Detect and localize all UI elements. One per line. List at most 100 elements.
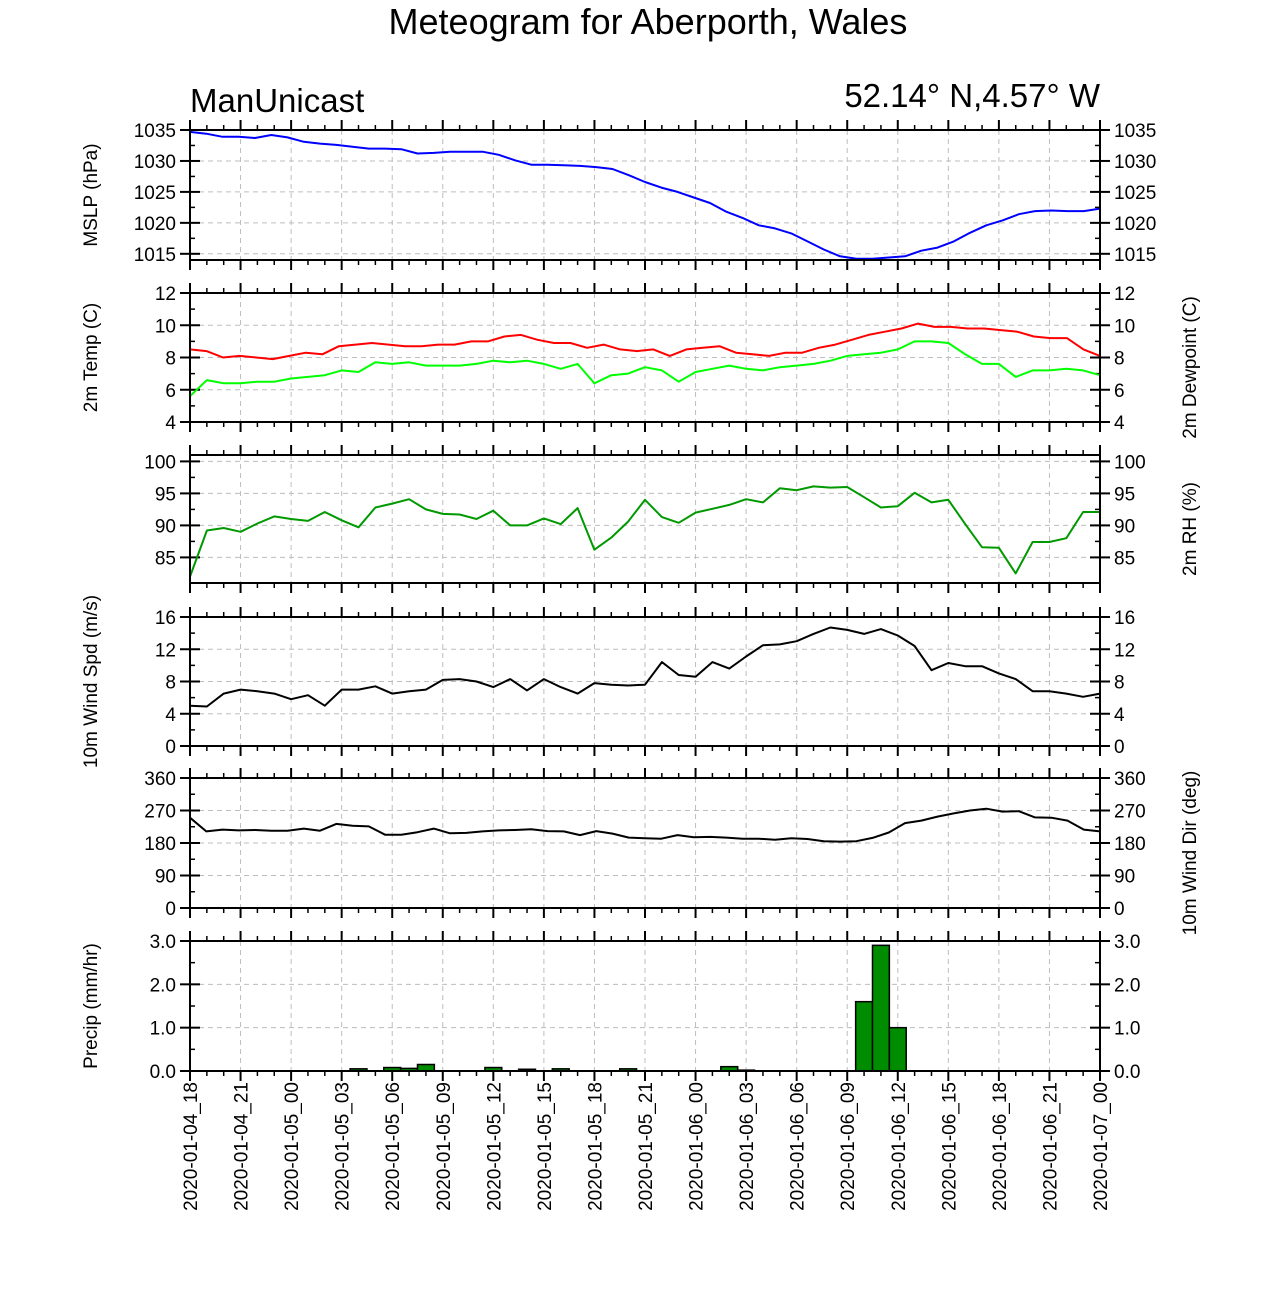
x-tick-label: 2020-01-06_06 — [788, 1082, 809, 1211]
y-tick-label-left: 0 — [165, 737, 176, 758]
y-tick-label-left: 1025 — [134, 183, 176, 204]
y-tick-label-right: 1015 — [1114, 245, 1156, 266]
y-tick-label-left: 12 — [155, 284, 176, 305]
x-tick-label: 2020-01-06_12 — [889, 1082, 910, 1211]
x-tick-label: 2020-01-04_18 — [181, 1082, 202, 1211]
panel-frame — [189, 616, 1101, 747]
y-tick-label-right: 180 — [1114, 834, 1146, 855]
y-tick-label-left: 1015 — [134, 245, 176, 266]
y-tick-label-right: 2.0 — [1114, 975, 1140, 996]
x-tick-label: 2020-01-06_15 — [939, 1082, 960, 1211]
y-tick-label-right: 1.0 — [1114, 1019, 1140, 1040]
y-axis-label-right: 2m RH (%) — [1180, 482, 1201, 576]
y-tick-label-right: 8 — [1114, 349, 1125, 370]
panel-rh: 85 85 90 90 95 95 100 100 2m RH (%) — [144, 445, 1201, 593]
x-tick-label: 2020-01-05_21 — [636, 1082, 657, 1211]
y-tick-label-right: 1025 — [1114, 183, 1156, 204]
precip-bar — [871, 944, 891, 1072]
y-tick-label-left: 90 — [155, 867, 176, 888]
chart-title: Meteogram for Aberporth, Wales — [389, 1, 908, 42]
y-tick-label-left: 3.0 — [150, 932, 176, 953]
y-tick-label-left: 4 — [165, 413, 176, 434]
panel-frame — [189, 940, 1101, 1072]
y-tick-label-right: 8 — [1114, 673, 1125, 694]
y-tick-label-left: 0 — [165, 899, 176, 920]
x-tick-label: 2020-01-06_21 — [1040, 1082, 1061, 1211]
x-tick-label: 2020-01-05_15 — [535, 1082, 556, 1211]
location-coordinates: 52.14° N,4.57° W — [844, 77, 1101, 114]
y-tick-label-left: 2.0 — [150, 975, 176, 996]
y-axis-label-right: 10m Wind Dir (deg) — [1180, 771, 1201, 936]
x-tick-label: 2020-01-06_18 — [990, 1082, 1011, 1211]
y-tick-label-right: 360 — [1114, 769, 1146, 790]
y-tick-label-right: 1020 — [1114, 214, 1156, 235]
x-tick-label: 2020-01-05_18 — [585, 1082, 606, 1211]
y-tick-label-left: 85 — [155, 548, 176, 569]
y-tick-label-left: 1030 — [134, 152, 176, 173]
temp-series-line-1 — [189, 340, 1101, 397]
panel-mslp: 1015 1015 1020 1020 1025 1025 1030 1030 1035 1035… — [81, 120, 1156, 270]
y-tick-label-right: 16 — [1114, 608, 1135, 629]
y-tick-label-right: 4 — [1114, 413, 1125, 434]
y-tick-label-left: 95 — [155, 484, 176, 505]
y-tick-label-right: 270 — [1114, 802, 1146, 823]
y-tick-label-left: 8 — [165, 673, 176, 694]
y-tick-label-left: 1020 — [134, 214, 176, 235]
panel-frame — [189, 454, 1101, 584]
y-tick-label-left: 12 — [155, 640, 176, 661]
wspd-series-line-0 — [189, 626, 1101, 708]
y-tick-label-left: 270 — [144, 802, 176, 823]
mslp-series-line-0 — [189, 130, 1101, 260]
y-tick-label-right: 0 — [1114, 899, 1125, 920]
panel-wdir: 0 0 90 90 180 180 270 270 360 360 10m Wind Dir (de… — [144, 768, 1201, 935]
wdir-series-line-0 — [189, 807, 1101, 843]
y-tick-label-right: 90 — [1114, 867, 1135, 888]
x-tick-label: 2020-01-05_12 — [484, 1082, 505, 1211]
y-tick-label-left: 1035 — [134, 121, 176, 142]
panel-temp: 4 4 6 6 8 8 10 10 12 12 2m Temp (C) 2m Dewpoint (C) — [81, 283, 1201, 439]
y-tick-label-right: 12 — [1114, 284, 1135, 305]
y-tick-label-left: 100 — [144, 452, 176, 473]
rh-series-line-0 — [189, 485, 1100, 577]
panel-frame — [189, 777, 1101, 909]
y-tick-label-left: 8 — [165, 349, 176, 370]
x-tick-label: 2020-01-05_03 — [333, 1082, 354, 1211]
time-axis: 2020-01-04_18 2020-01-04_21 2020-01-05_00 2… — [181, 1082, 1112, 1211]
precip-bar — [888, 1026, 907, 1072]
x-tick-label: 2020-01-04_21 — [232, 1082, 253, 1211]
y-tick-label-right: 10 — [1114, 316, 1135, 337]
y-tick-label-right: 6 — [1114, 381, 1125, 402]
y-tick-label-right: 85 — [1114, 548, 1135, 569]
panel-frame — [189, 129, 1101, 261]
x-tick-label: 2020-01-05_06 — [383, 1082, 404, 1211]
y-tick-label-left: 90 — [155, 516, 176, 537]
y-axis-label-left: Precip (mm/hr) — [81, 943, 102, 1069]
panels-group: 1015 1015 1020 1020 1025 1025 1030 1030 1035 1035… — [81, 120, 1201, 1083]
panel-wspd: 0 0 4 4 8 8 12 12 16 16 10m Wind Spd (m/s) — [81, 595, 1135, 768]
y-tick-label-left: 360 — [144, 769, 176, 790]
y-tick-label-right: 0 — [1114, 737, 1125, 758]
y-tick-label-left: 4 — [165, 705, 176, 726]
y-tick-label-left: 180 — [144, 834, 176, 855]
x-tick-label: 2020-01-07_00 — [1091, 1082, 1112, 1211]
y-axis-label-left: MSLP (hPa) — [81, 143, 102, 246]
y-tick-label-right: 1030 — [1114, 152, 1156, 173]
model-name: ManUnicast — [190, 82, 364, 119]
y-tick-label-right: 1035 — [1114, 121, 1156, 142]
y-tick-label-left: 6 — [165, 381, 176, 402]
x-tick-label: 2020-01-06_00 — [687, 1082, 708, 1211]
panel-frame — [189, 292, 1101, 423]
x-tick-label: 2020-01-05_09 — [434, 1082, 455, 1211]
y-tick-label-right: 100 — [1114, 452, 1146, 473]
y-tick-label-left: 16 — [155, 608, 176, 629]
y-axis-label-left: 2m Temp (C) — [81, 303, 102, 412]
y-tick-label-right: 95 — [1114, 484, 1135, 505]
x-tick-label: 2020-01-06_03 — [737, 1082, 758, 1211]
y-tick-label-right: 12 — [1114, 640, 1135, 661]
y-tick-label-left: 10 — [155, 316, 176, 337]
x-tick-label: 2020-01-06_09 — [838, 1082, 859, 1211]
x-tick-label: 2020-01-05_00 — [282, 1082, 303, 1211]
y-tick-label-right: 0.0 — [1114, 1062, 1140, 1083]
y-axis-label-right: 2m Dewpoint (C) — [1180, 296, 1201, 439]
